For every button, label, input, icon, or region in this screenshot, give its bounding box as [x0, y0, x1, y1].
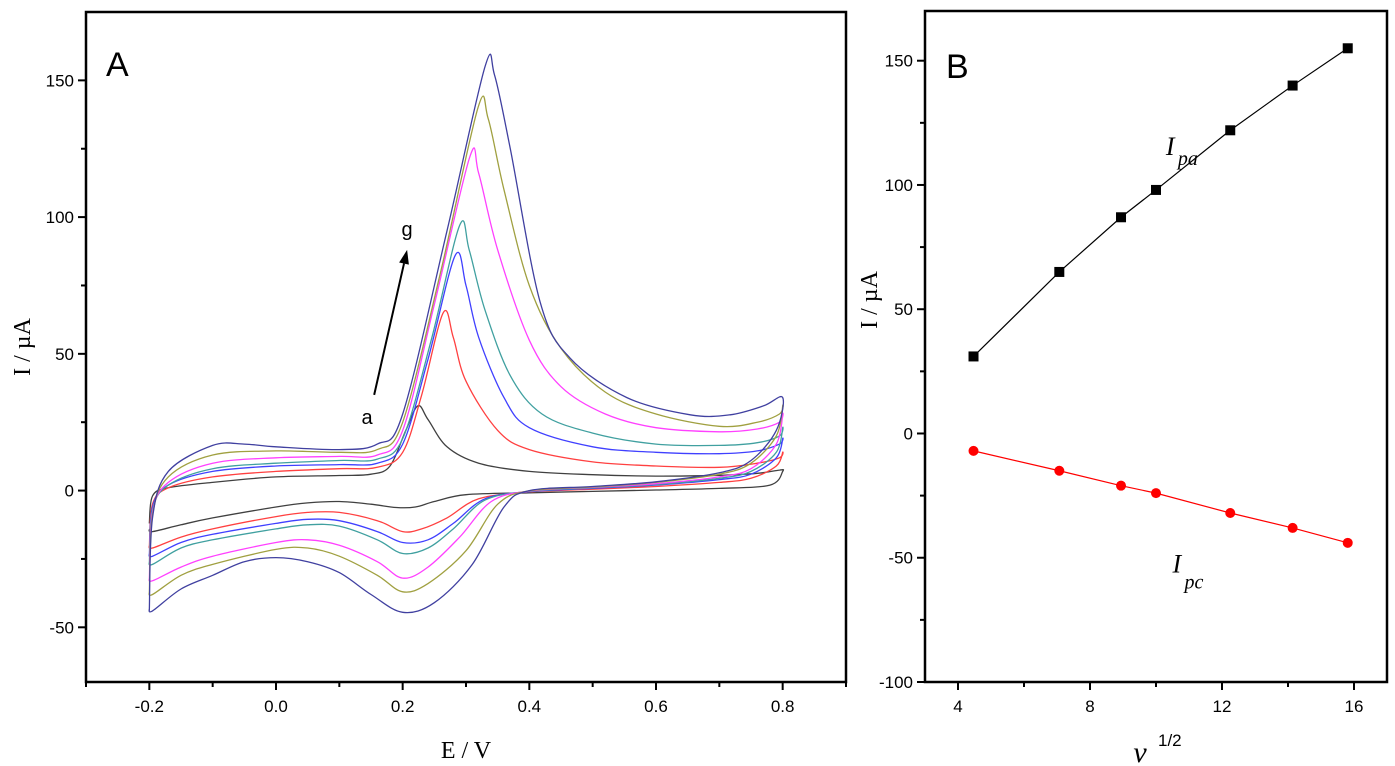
panel-a-plot-frame [84, 10, 848, 684]
data-point-ipa [1287, 80, 1298, 91]
cv-curve-a [148, 404, 785, 533]
panel-b-x-tick-label: 8 [1085, 697, 1094, 716]
panel-b-plot-frame [923, 9, 1389, 684]
panel-a-x-tick-label: 0.4 [518, 697, 542, 716]
panel-b-y-tick-label: 0 [904, 424, 913, 443]
data-point-ipc [1151, 488, 1161, 499]
data-point-ipa [968, 351, 979, 362]
arrow-head-icon [399, 249, 409, 265]
x-axis-title-v: v [1133, 736, 1147, 766]
panel-a-y-tick-label: 100 [46, 208, 74, 227]
panel-b-peak-current-vs-sqrt-scan-rate: 4 8 12 16 -100 -50 0 50 100 150 B I / µA v 1/2 I … [857, 9, 1389, 766]
data-point-ipa [1342, 43, 1353, 54]
panel-a-y-tick-label: 0 [65, 482, 74, 501]
data-point-ipc [1342, 537, 1353, 548]
series-label-ipa-main: I [1165, 132, 1176, 161]
panel-a-axes-ticks: -0.2 0.0 0.2 0.4 0.6 0.8 -50 0 50 100 150 [46, 71, 847, 716]
data-point-ipc [1054, 465, 1065, 476]
panel-a-y-tick-label: 150 [46, 71, 74, 90]
panel-a-label: A [106, 46, 129, 84]
series-label-ipc-sub: pc [1183, 572, 1204, 594]
series-label-ipc: I pc [1172, 550, 1204, 594]
cv-curve-d [148, 220, 784, 566]
data-point-ipc [968, 445, 979, 456]
panel-a-x-tick-label: 0.6 [644, 697, 668, 716]
data-point-ipc [1116, 480, 1127, 491]
panel-a-y-axis-title: I / µA [10, 317, 36, 375]
x-axis-title-exponent: 1/2 [1158, 731, 1182, 750]
series-line-ipa [973, 47, 1349, 357]
data-point-ipa [1054, 266, 1065, 277]
arrow-shaft [373, 263, 405, 396]
panel-b-y-tick-label: -50 [888, 549, 913, 568]
panel-b-x-axis-title: v 1/2 [1133, 731, 1181, 766]
series-label-ipa-sub: pa [1176, 148, 1198, 170]
panel-a-x-tick-label: 0.2 [391, 697, 415, 716]
panel-a-x-tick-label: 0.0 [264, 697, 288, 716]
cv-curves [148, 53, 785, 614]
panel-b-y-axis-title: I / µA [857, 270, 883, 328]
panel-a-x-axis-title: E / V [441, 738, 492, 764]
series-label-ipc-main: I [1172, 550, 1183, 579]
cv-curve-g [148, 53, 784, 614]
data-point-ipa [1225, 125, 1236, 136]
cv-curve-b [148, 309, 784, 549]
curve-label-g: g [401, 219, 412, 241]
panel-b-y-tick-label: -100 [879, 673, 913, 692]
panel-a-y-tick-label: -50 [49, 618, 74, 637]
panel-a-y-tick-label: 50 [55, 345, 74, 364]
panel-b-series [968, 43, 1353, 548]
cv-curve-f [148, 95, 784, 596]
scan-rate-arrow [373, 249, 409, 396]
panel-b-axes-ticks: 4 8 12 16 -100 -50 0 50 100 150 [879, 52, 1363, 716]
data-point-ipa [1151, 184, 1161, 195]
panel-b-label: B [946, 48, 969, 86]
data-point-ipc [1287, 522, 1298, 533]
panel-b-y-tick-label: 150 [885, 52, 913, 71]
data-point-ipc [1225, 508, 1236, 519]
panel-b-x-tick-label: 16 [1345, 697, 1364, 716]
data-point-ipa [1116, 212, 1127, 223]
panel-a-x-tick-label: 0.8 [771, 697, 795, 716]
panel-b-y-tick-label: 50 [894, 300, 913, 319]
panel-b-x-tick-label: 4 [953, 697, 962, 716]
panel-a-x-tick-label: -0.2 [135, 697, 164, 716]
cv-curve-c [148, 251, 784, 558]
series-label-ipa: I pa [1165, 132, 1198, 170]
panel-b-x-tick-label: 12 [1213, 697, 1232, 716]
panel-b-y-tick-label: 100 [885, 176, 913, 195]
curve-label-a: a [361, 407, 373, 429]
